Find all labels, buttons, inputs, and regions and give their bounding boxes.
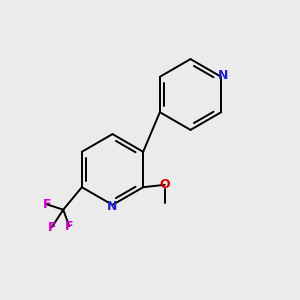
Text: N: N (218, 69, 229, 82)
Text: F: F (43, 198, 51, 211)
Text: N: N (107, 200, 118, 213)
Text: O: O (159, 178, 170, 191)
Text: F: F (48, 220, 56, 234)
Text: F: F (65, 220, 74, 233)
